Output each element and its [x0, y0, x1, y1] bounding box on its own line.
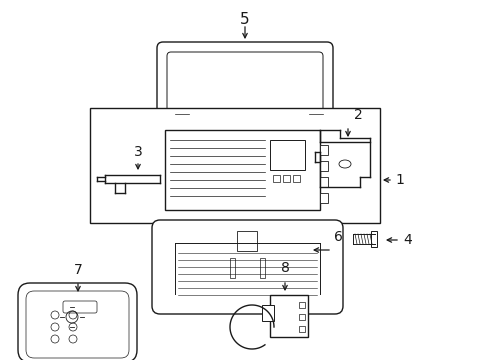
Bar [164, 130, 319, 210]
Text: 4: 4 [403, 233, 411, 247]
Bar [229, 258, 235, 278]
FancyBboxPatch shape [152, 220, 342, 314]
Bar [319, 177, 327, 187]
Text: 5: 5 [240, 12, 249, 27]
Bar [292, 175, 299, 182]
Text: 3: 3 [133, 145, 142, 159]
FancyBboxPatch shape [157, 42, 332, 129]
Bar [298, 314, 305, 320]
Bar [306, 111, 325, 118]
FancyBboxPatch shape [18, 283, 137, 360]
Text: 8: 8 [280, 261, 289, 275]
Bar [298, 326, 305, 332]
Bar [237, 231, 257, 251]
Text: 2: 2 [353, 108, 362, 122]
Bar [260, 258, 264, 278]
Bar [298, 302, 305, 308]
Bar [370, 231, 376, 247]
Bar [283, 175, 289, 182]
Bar [319, 193, 327, 203]
Bar [272, 175, 280, 182]
Bar [319, 161, 327, 171]
Bar [90, 108, 379, 223]
Bar [319, 145, 327, 155]
Bar [269, 295, 307, 337]
Bar [262, 305, 273, 321]
Text: 7: 7 [74, 263, 82, 277]
Text: 6: 6 [333, 230, 342, 244]
Bar [269, 140, 305, 170]
Bar [173, 111, 191, 118]
Text: 1: 1 [395, 173, 404, 187]
